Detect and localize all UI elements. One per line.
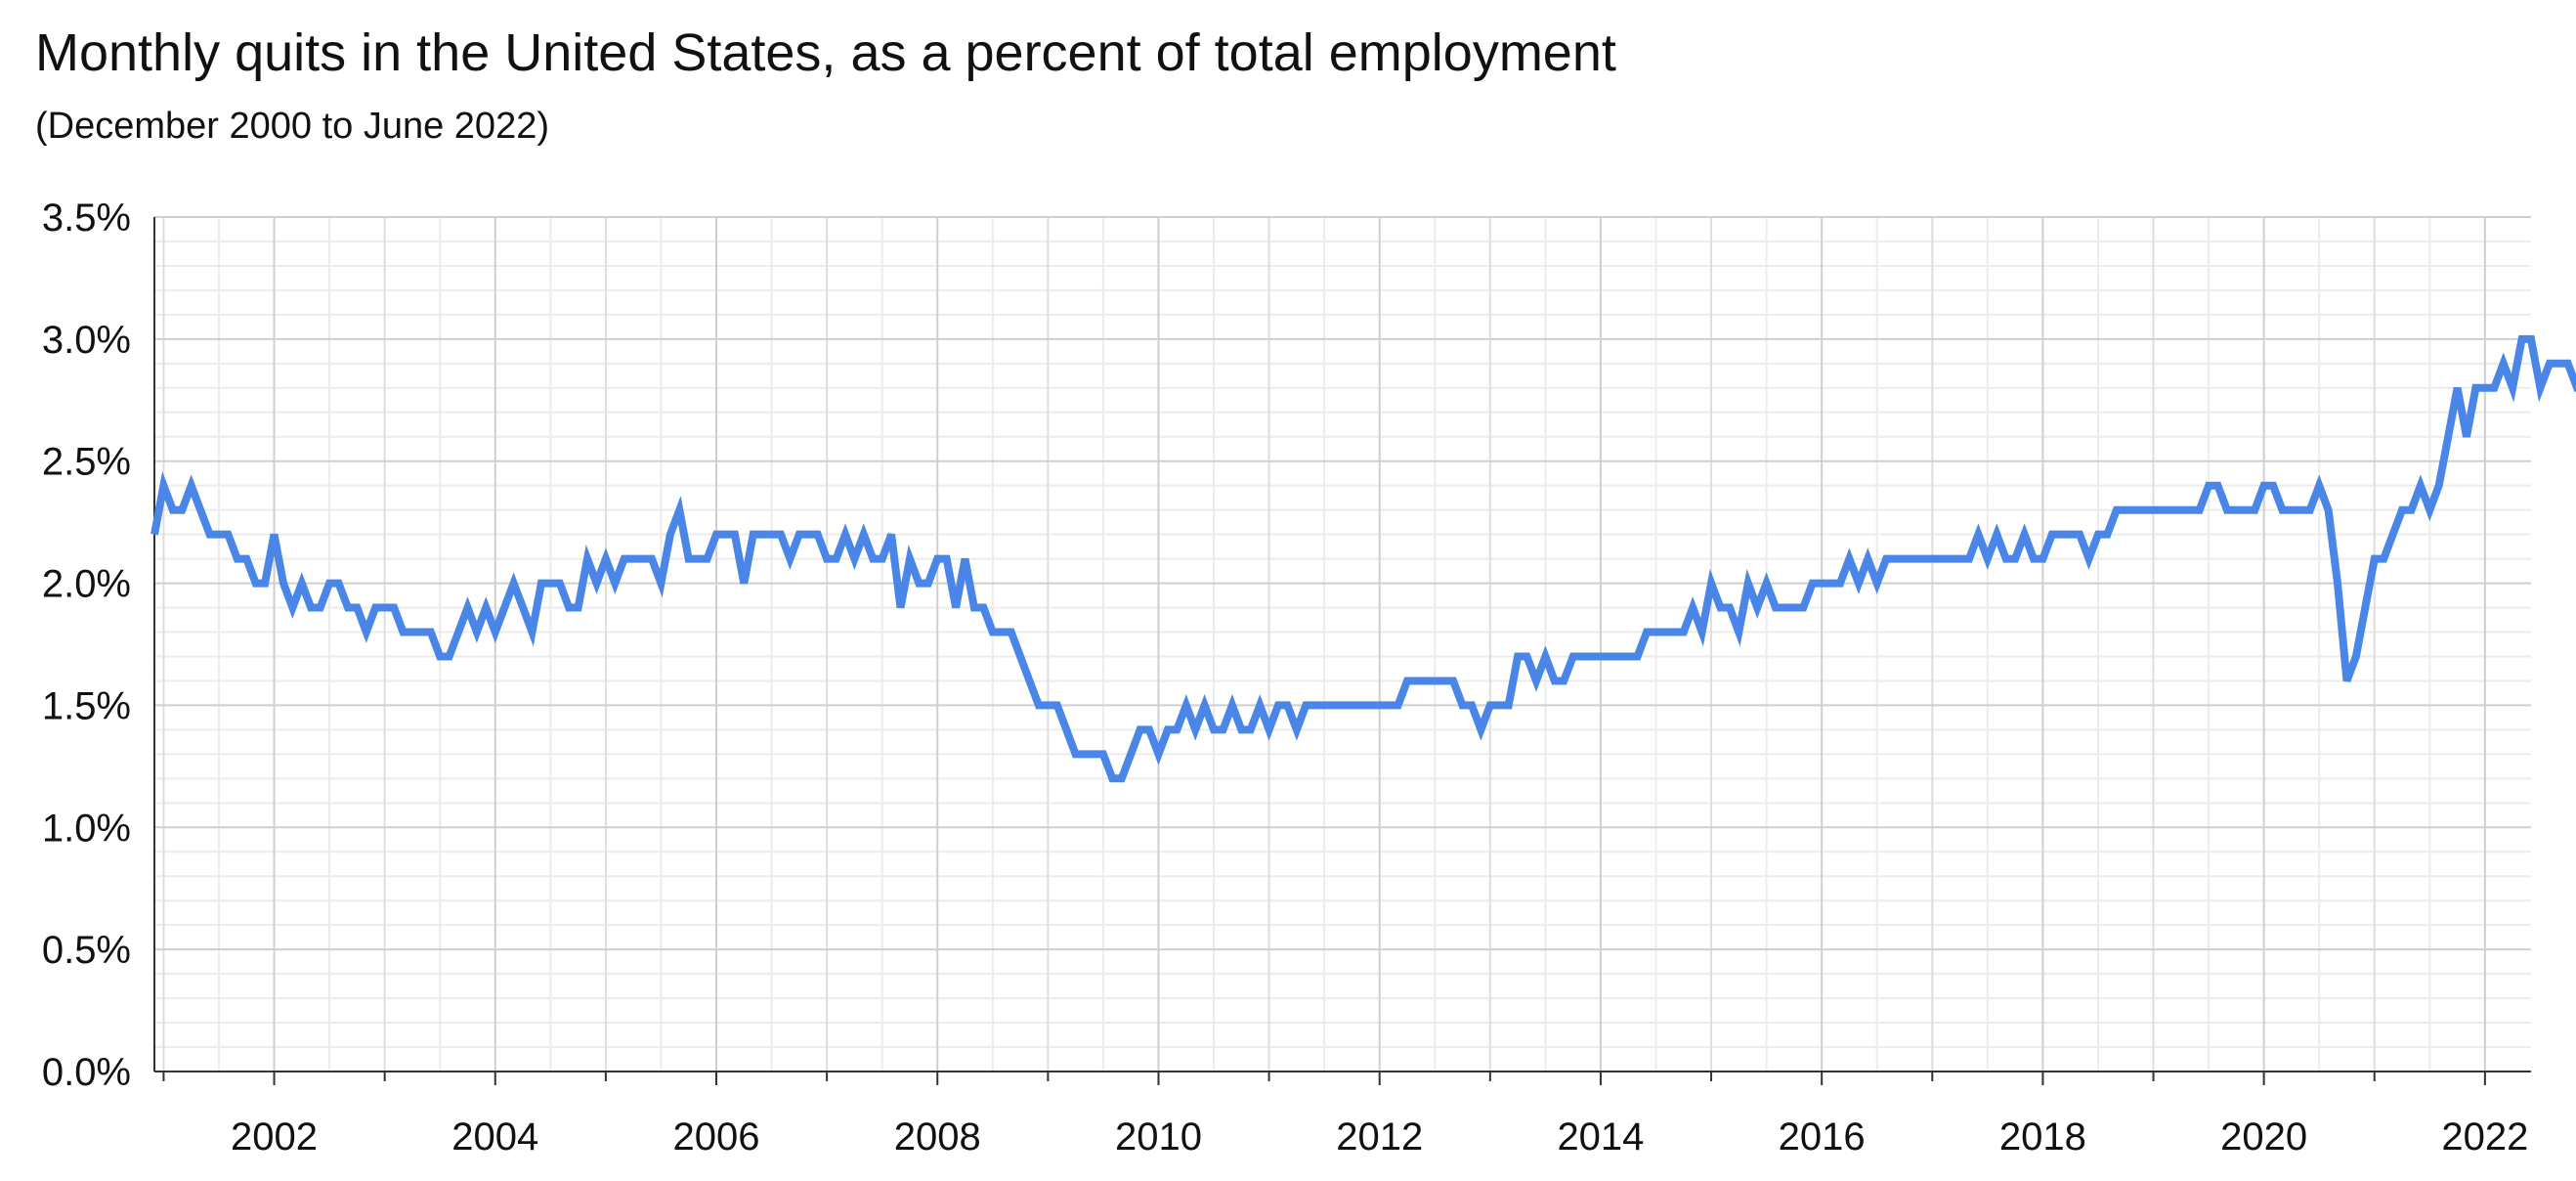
x-tick-label: 2002: [231, 1115, 318, 1159]
y-tick-label: 3.0%: [42, 319, 131, 362]
x-tick-label: 2014: [1557, 1115, 1644, 1159]
y-tick-label: 0.5%: [42, 929, 131, 972]
axes: [153, 217, 2531, 1085]
x-tick-label: 2018: [1999, 1115, 2086, 1159]
y-axis-tick-labels: 0.0% 0.5% 1.0% 1.5% 2.0% 2.5% 3.0% 3.5%: [42, 197, 131, 1094]
x-tick-label: 2004: [451, 1115, 538, 1159]
chart-subtitle: (December 2000 to June 2022): [35, 106, 549, 147]
x-tick-label: 2020: [2220, 1115, 2307, 1159]
x-tick-label: 2012: [1336, 1115, 1423, 1159]
y-tick-label: 3.5%: [42, 197, 131, 240]
x-axis-tick-labels: 2002 2004 2006 2008 2010 2012 2014 2016 2018 2020…: [231, 1115, 2528, 1159]
x-tick-label: 2016: [1779, 1115, 1866, 1159]
y-tick-label: 0.0%: [42, 1051, 131, 1094]
y-tick-label: 1.5%: [42, 684, 131, 727]
y-tick-label: 1.0%: [42, 807, 131, 850]
series-group: [150, 334, 2576, 783]
series-line: [150, 334, 2576, 783]
minor-gridlines: [154, 217, 2531, 1072]
chart-title: Monthly quits in the United States, as a…: [35, 23, 1616, 82]
y-tick-label: 2.5%: [42, 441, 131, 484]
x-tick-label: 2008: [894, 1115, 981, 1159]
major-gridlines: [154, 216, 2531, 1072]
x-tick-label: 2010: [1115, 1115, 1202, 1159]
x-tick-label: 2006: [673, 1115, 760, 1159]
x-tick-label: 2022: [2441, 1115, 2528, 1159]
y-tick-label: 2.0%: [42, 563, 131, 606]
